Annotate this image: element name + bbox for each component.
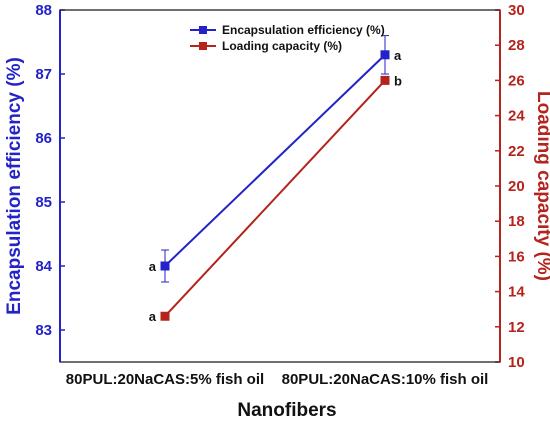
legend-marker xyxy=(199,26,207,34)
y-left-tick-label: 84 xyxy=(35,258,52,275)
y-left-tick-label: 86 xyxy=(35,130,52,147)
y-right-tick-label: 24 xyxy=(508,108,525,125)
legend-marker xyxy=(199,42,207,50)
data-point xyxy=(160,261,170,271)
y-right-tick-label: 20 xyxy=(508,178,525,195)
y-right-tick-label: 28 xyxy=(508,37,525,54)
series-line-1 xyxy=(164,79,386,317)
data-point xyxy=(380,75,390,85)
legend: Encapsulation efficiency (%) Loading capa… xyxy=(190,23,385,53)
y-axis-title-right: Loading capacity (%) xyxy=(533,91,550,281)
significance-label: b xyxy=(394,73,402,88)
y-left-tick-label: 85 xyxy=(35,194,52,211)
significance-label: a xyxy=(394,48,402,63)
y-right-tick-label: 18 xyxy=(508,213,525,230)
significance-label: a xyxy=(149,309,157,324)
legend-label: Loading capacity (%) xyxy=(222,39,342,53)
data-point xyxy=(160,311,170,321)
data-point xyxy=(380,50,390,60)
y-left-tick-label: 83 xyxy=(35,322,52,339)
x-tick-label: 80PUL:20NaCAS:5% fish oil xyxy=(66,371,264,388)
legend-label: Encapsulation efficiency (%) xyxy=(222,23,385,37)
y-left-tick-label: 88 xyxy=(35,2,52,19)
significance-label: a xyxy=(149,259,157,274)
y-axis-title-left: Encapsulation efficiency (%) xyxy=(4,57,25,315)
y-right-tick-label: 14 xyxy=(508,284,525,301)
series-line-0 xyxy=(164,54,386,267)
x-tick-label: 80PUL:20NaCAS:10% fish oil xyxy=(282,371,489,388)
tick-layer: 83 84 85 86 87 88 10 12 14 16 18 20 22 24 26 28 30 80PUL:… xyxy=(35,2,525,388)
plot-area xyxy=(60,10,500,362)
y-right-tick-label: 16 xyxy=(508,248,525,265)
x-axis-title: Nanofibers xyxy=(237,400,336,421)
y-right-tick-label: 10 xyxy=(508,354,525,371)
y-right-tick-label: 22 xyxy=(508,143,525,160)
y-left-tick-label: 87 xyxy=(35,66,52,83)
y-right-tick-label: 12 xyxy=(508,319,525,336)
y-right-tick-label: 26 xyxy=(508,72,525,89)
y-right-tick-label: 30 xyxy=(508,2,525,19)
